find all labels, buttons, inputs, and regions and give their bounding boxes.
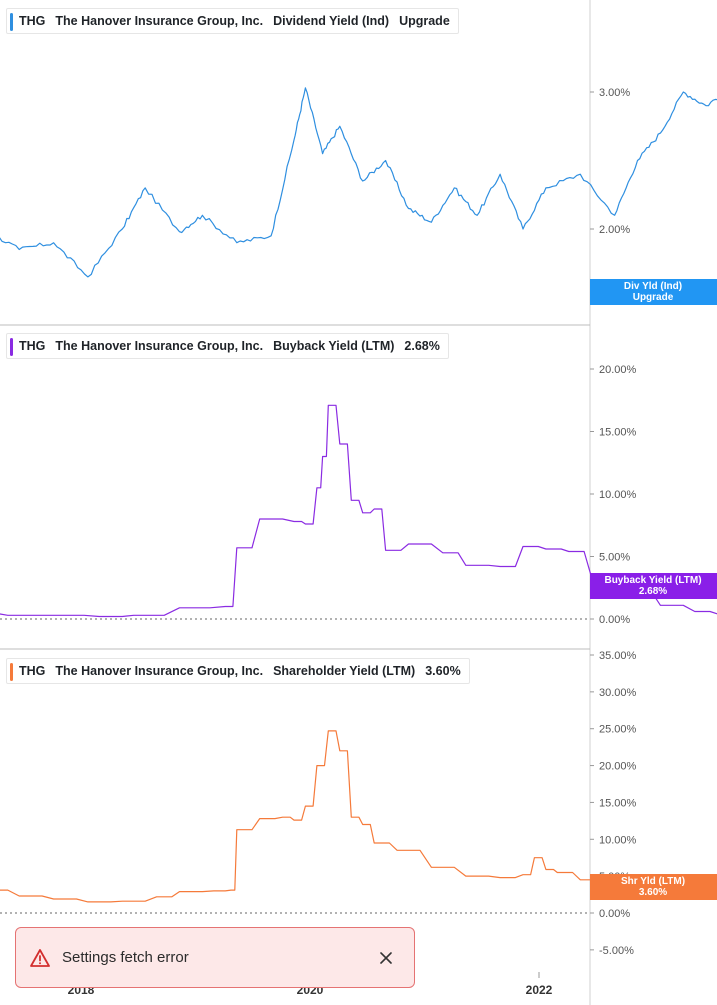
legend-company: The Hanover Insurance Group, Inc. [55,339,264,353]
close-icon [380,951,392,964]
legend-color-bar [10,13,13,31]
y-tick-label: 5.00% [599,552,630,564]
legend-company: The Hanover Insurance Group, Inc. [55,14,264,28]
legend-company: The Hanover Insurance Group, Inc. [55,664,264,678]
legend-ticker: THG [19,14,46,28]
y-tick-label: 0.00% [599,614,630,626]
legend-ticker: THG [19,664,46,678]
y-tick-label: 10.00% [599,489,637,501]
last-value-tag [590,279,717,305]
y-tick-label: 15.00% [599,427,637,439]
y-tick-label: 3.00% [599,87,630,99]
y-tick-label: 0.00% [599,908,630,920]
y-tick-label: 25.00% [599,724,637,736]
last-value-tag [590,874,717,900]
y-tick-label: 35.00% [599,650,637,662]
y-tick-label: 10.00% [599,834,637,846]
legend-shareholder-yield[interactable]: THG The Hanover Insurance Group, Inc. Sh… [6,658,470,684]
last-value-tag-label: Div Yld (Ind) [624,281,682,292]
legend-value: 3.60% [425,664,461,678]
warning-icon [30,948,50,967]
y-tick-label: 2.00% [599,224,630,236]
legend-color-bar [10,663,13,681]
series-line [0,404,717,618]
legend-metric: Dividend Yield (Ind) [273,14,390,28]
legend-upgrade-link[interactable]: Upgrade [399,14,450,28]
legend-metric: Shareholder Yield (LTM) [273,664,416,678]
last-value-tag-value: Upgrade [633,292,674,303]
last-value-tag-label: Buyback Yield (LTM) [604,575,701,586]
y-tick-label: 15.00% [599,797,637,809]
legend-metric: Buyback Yield (LTM) [273,339,395,353]
y-tick-label: 30.00% [599,687,637,699]
series-line [0,730,717,903]
legend-color-bar [10,338,13,356]
y-tick-label: -5.00% [599,945,634,957]
last-value-tag-value: 2.68% [639,586,667,597]
last-value-tag-value: 3.60% [639,887,667,898]
legend-buyback-yield[interactable]: THG The Hanover Insurance Group, Inc. Bu… [6,333,449,359]
x-tick-label: 2022 [526,983,553,997]
legend-value: 2.68% [404,339,440,353]
legend-dividend-yield[interactable]: THG The Hanover Insurance Group, Inc. Di… [6,8,459,34]
last-value-tag [590,573,717,599]
series-line [0,87,717,278]
error-message: Settings fetch error [62,949,189,966]
last-value-tag-label: Shr Yld (LTM) [621,876,685,887]
legend-ticker: THG [19,339,46,353]
y-tick-label: 20.00% [599,761,637,773]
y-tick-label: 20.00% [599,364,637,376]
close-button[interactable] [372,944,400,972]
error-toast: Settings fetch error [15,927,415,988]
